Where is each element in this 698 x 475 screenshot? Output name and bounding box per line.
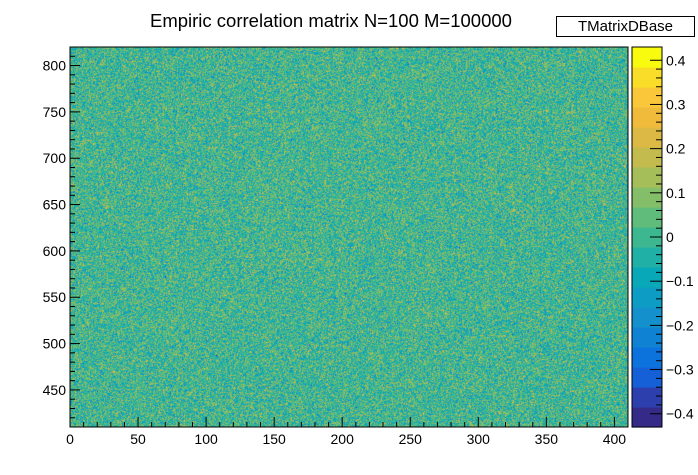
colorbar-bin: [632, 47, 662, 68]
chart-title: Empiric correlation matrix N=100 M=10000…: [150, 10, 512, 31]
colorbar-bin: [632, 127, 662, 148]
stat-box[interactable]: TMatrixDBase: [556, 16, 695, 37]
colorbar-bin: [632, 167, 662, 188]
y-tick-label-800: 800: [43, 58, 67, 74]
x-tick-label-0: 0: [66, 431, 74, 447]
colorbar-tick-label: 0.1: [666, 185, 686, 201]
colorbar-bin: [632, 87, 662, 108]
y-tick-label-750: 750: [43, 104, 67, 120]
colorbar-tick-label: −0.1: [666, 273, 694, 289]
x-tick-label-200: 200: [331, 431, 355, 447]
colorbar-bin: [632, 207, 662, 228]
color-bar: 0.4 0.3 0.2 0.1 0 −0.1 −0.2 −0.3 −0.4: [631, 46, 694, 428]
colorbar-bin: [632, 147, 662, 168]
y-tick-label-650: 650: [43, 197, 67, 213]
y-tick-label-500: 500: [43, 336, 67, 352]
x-tick-label-400: 400: [603, 431, 627, 447]
colorbar-bin: [632, 227, 662, 248]
x-tick-label-50: 50: [130, 431, 146, 447]
y-tick-label-450: 450: [43, 382, 67, 398]
colorbar-bin: [632, 307, 662, 328]
x-axis: 0 50 100 150 200 250 300 350 400: [66, 417, 629, 447]
colorbar-bin: [632, 187, 662, 208]
colorbar-tick-label: −0.2: [666, 317, 694, 333]
plot-frame: [69, 46, 629, 428]
y-tick-label-700: 700: [43, 150, 67, 166]
colorbar-bin: [632, 287, 662, 308]
x-tick-label-250: 250: [399, 431, 423, 447]
heatmap-area[interactable]: [70, 47, 628, 427]
x-tick-label-350: 350: [535, 431, 559, 447]
colorbar-bin: [632, 107, 662, 128]
heatmap-cells: [70, 47, 628, 427]
colorbar-bin: [632, 367, 662, 388]
x-tick-label-150: 150: [262, 431, 286, 447]
colorbar-bin: [632, 347, 662, 368]
colorbar-tick-label: 0.4: [666, 52, 686, 68]
colorbar-tick-label: 0: [666, 229, 674, 245]
x-tick-label-100: 100: [194, 431, 218, 447]
colorbar-bin: [632, 387, 662, 408]
colorbar-tick-label: 0.3: [666, 96, 686, 112]
colorbar-bin: [632, 267, 662, 288]
colorbar-bin: [632, 327, 662, 348]
y-axis: 450 500 550 600 650 700 750 800: [43, 46, 80, 428]
x-tick-label-300: 300: [467, 431, 491, 447]
colorbar-tick-label: −0.3: [666, 362, 694, 378]
y-tick-label-550: 550: [43, 289, 67, 305]
colorbar-bin: [632, 247, 662, 268]
colorbar-bin: [632, 67, 662, 88]
colorbar-tick-label: 0.2: [666, 141, 686, 157]
colorbar-bin: [632, 407, 662, 428]
colorbar-tick-label: −0.4: [666, 406, 694, 422]
y-tick-label-600: 600: [43, 243, 67, 259]
